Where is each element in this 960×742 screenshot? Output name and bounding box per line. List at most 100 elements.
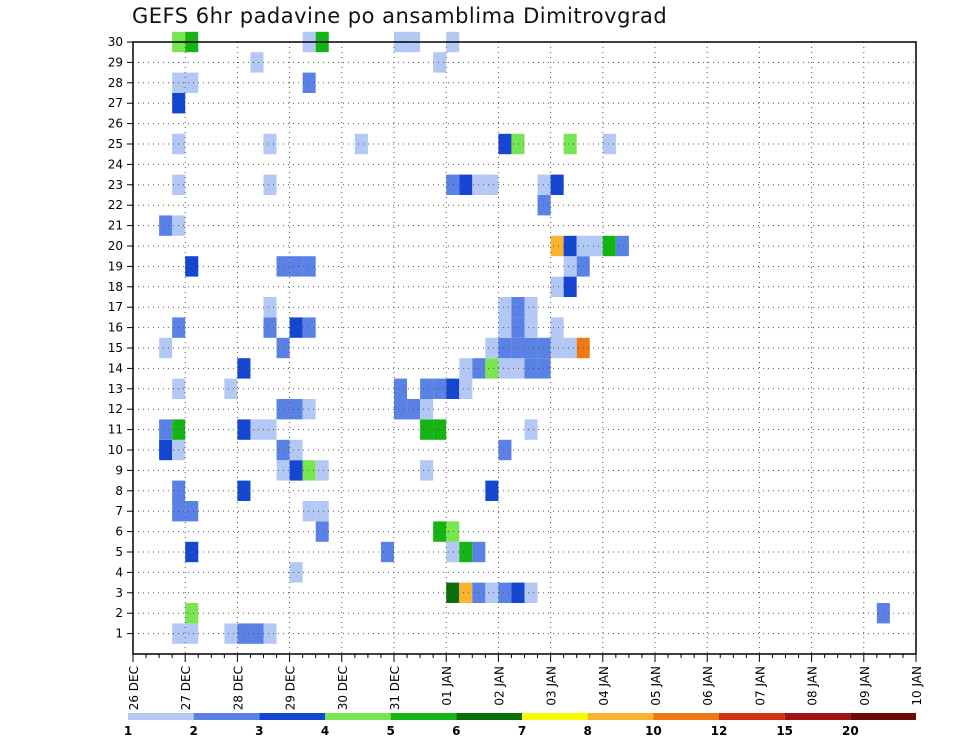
x-tick-label: 26 DEC bbox=[127, 666, 141, 710]
x-tick-label: 29 DEC bbox=[284, 666, 298, 710]
heatmap-cell bbox=[537, 337, 551, 359]
colorbar-label: 15 bbox=[776, 724, 793, 738]
heatmap-cell bbox=[524, 317, 538, 338]
heatmap-cell bbox=[289, 256, 303, 277]
colorbar-label: 1 bbox=[124, 724, 132, 738]
heatmap-cell bbox=[315, 460, 329, 481]
heatmap-cell bbox=[498, 582, 512, 603]
heatmap-cell bbox=[420, 460, 434, 481]
heatmap-cell bbox=[563, 256, 577, 277]
heatmap-cell bbox=[289, 439, 303, 461]
y-tick-label: 4 bbox=[115, 565, 123, 579]
colorbar-segment bbox=[325, 713, 391, 720]
heatmap-cell bbox=[159, 419, 173, 440]
colorbar: 1 2 3 4 5 6 7 8 10 12 15 20 bbox=[124, 713, 916, 738]
colorbar-segment bbox=[784, 713, 851, 720]
heatmap-cell bbox=[302, 460, 316, 481]
heatmap-cell bbox=[511, 133, 525, 155]
heatmap-cell bbox=[302, 501, 316, 522]
heatmap-cell bbox=[354, 133, 368, 155]
heatmap-cell bbox=[563, 235, 577, 257]
colorbar-segment bbox=[128, 713, 194, 720]
heatmap-cell bbox=[263, 174, 277, 195]
heatmap-cell bbox=[420, 419, 434, 440]
heatmap-cell bbox=[446, 582, 460, 603]
heatmap-cell bbox=[380, 541, 394, 563]
y-tick-label: 10 bbox=[108, 443, 123, 457]
y-tick-label: 18 bbox=[108, 280, 123, 294]
y-tick-label: 24 bbox=[108, 157, 123, 171]
heatmap-cell bbox=[589, 235, 603, 257]
heatmap-cell bbox=[459, 174, 473, 195]
heatmap-cell bbox=[289, 317, 303, 338]
heatmap-cell bbox=[185, 623, 199, 644]
colorbar-segment bbox=[719, 713, 785, 720]
y-tick-label: 25 bbox=[108, 137, 123, 151]
heatmap-cell bbox=[250, 623, 264, 644]
colorbar-label: 10 bbox=[645, 724, 662, 738]
heatmap-cell bbox=[302, 72, 316, 93]
y-tick-label: 16 bbox=[108, 321, 123, 335]
heatmap-cell bbox=[446, 174, 460, 195]
heatmap-cell bbox=[498, 358, 512, 379]
heatmap-cell bbox=[250, 419, 264, 440]
y-tick-label: 29 bbox=[108, 55, 123, 69]
heatmap-cell bbox=[263, 317, 277, 338]
x-tick-label: 07 JAN bbox=[753, 666, 767, 706]
x-tick-label: 09 JAN bbox=[858, 666, 872, 706]
heatmap-cell bbox=[263, 133, 277, 155]
heatmap-cell bbox=[485, 358, 499, 379]
colorbar-segment bbox=[850, 713, 916, 720]
y-tick-label: 5 bbox=[115, 545, 123, 559]
y-tick-label: 6 bbox=[115, 525, 123, 539]
colorbar-label: 12 bbox=[711, 724, 728, 738]
heatmap-cell bbox=[563, 337, 577, 359]
heatmap-cell bbox=[511, 582, 525, 603]
x-tick-label: 08 JAN bbox=[806, 666, 820, 706]
colorbar-segment bbox=[456, 713, 522, 720]
y-tick-label: 14 bbox=[108, 361, 123, 375]
heatmap-cell bbox=[446, 378, 460, 399]
heatmap-cell bbox=[537, 174, 551, 195]
heatmap-cell bbox=[511, 337, 525, 359]
y-tick-label: 19 bbox=[108, 259, 123, 273]
heatmap-cell bbox=[159, 439, 173, 461]
heatmap-cell bbox=[524, 419, 538, 440]
y-tick-label: 2 bbox=[115, 606, 123, 620]
colorbar-segment bbox=[390, 713, 457, 720]
heatmap-cell bbox=[485, 174, 499, 195]
heatmap-cell bbox=[263, 297, 277, 318]
y-tick-label: 21 bbox=[108, 219, 123, 233]
x-axis: 26 DEC 27 DEC 28 DEC 29 DEC 30 DEC 31 DEC 01 J… bbox=[127, 654, 924, 710]
heatmap-cell bbox=[159, 337, 173, 359]
y-tick-label: 30 bbox=[108, 35, 123, 49]
x-tick-label: 06 JAN bbox=[701, 666, 715, 706]
colorbar-segment bbox=[522, 713, 588, 720]
y-tick-label: 17 bbox=[108, 300, 123, 314]
x-tick-label: 28 DEC bbox=[231, 666, 245, 710]
heatmap-cell bbox=[433, 378, 447, 399]
heatmap-cell bbox=[302, 317, 316, 338]
heatmap-cell bbox=[498, 317, 512, 338]
colorbar-segment bbox=[653, 713, 719, 720]
heatmap-cell bbox=[550, 235, 564, 257]
heatmap-cell bbox=[550, 317, 564, 338]
heatmap-cell bbox=[289, 562, 303, 583]
heatmap-cell bbox=[498, 133, 512, 155]
colorbar-label: 6 bbox=[452, 724, 460, 738]
y-tick-label: 3 bbox=[115, 586, 123, 600]
heatmap-cell bbox=[394, 378, 408, 399]
heatmap-cell bbox=[498, 337, 512, 359]
heatmap-cell bbox=[524, 358, 538, 379]
heatmap-cell bbox=[289, 399, 303, 420]
colorbar-label: 2 bbox=[189, 724, 197, 738]
heatmap-cell bbox=[224, 623, 238, 644]
y-tick-label: 27 bbox=[108, 96, 123, 110]
heatmap-cell bbox=[485, 582, 499, 603]
heatmap-cell bbox=[511, 317, 525, 338]
heatmap-cell bbox=[185, 501, 199, 522]
heatmap-cell bbox=[459, 378, 473, 399]
x-tick-label: 03 JAN bbox=[545, 666, 559, 706]
heatmap-cell bbox=[550, 174, 564, 195]
y-tick-label: 13 bbox=[108, 382, 123, 396]
